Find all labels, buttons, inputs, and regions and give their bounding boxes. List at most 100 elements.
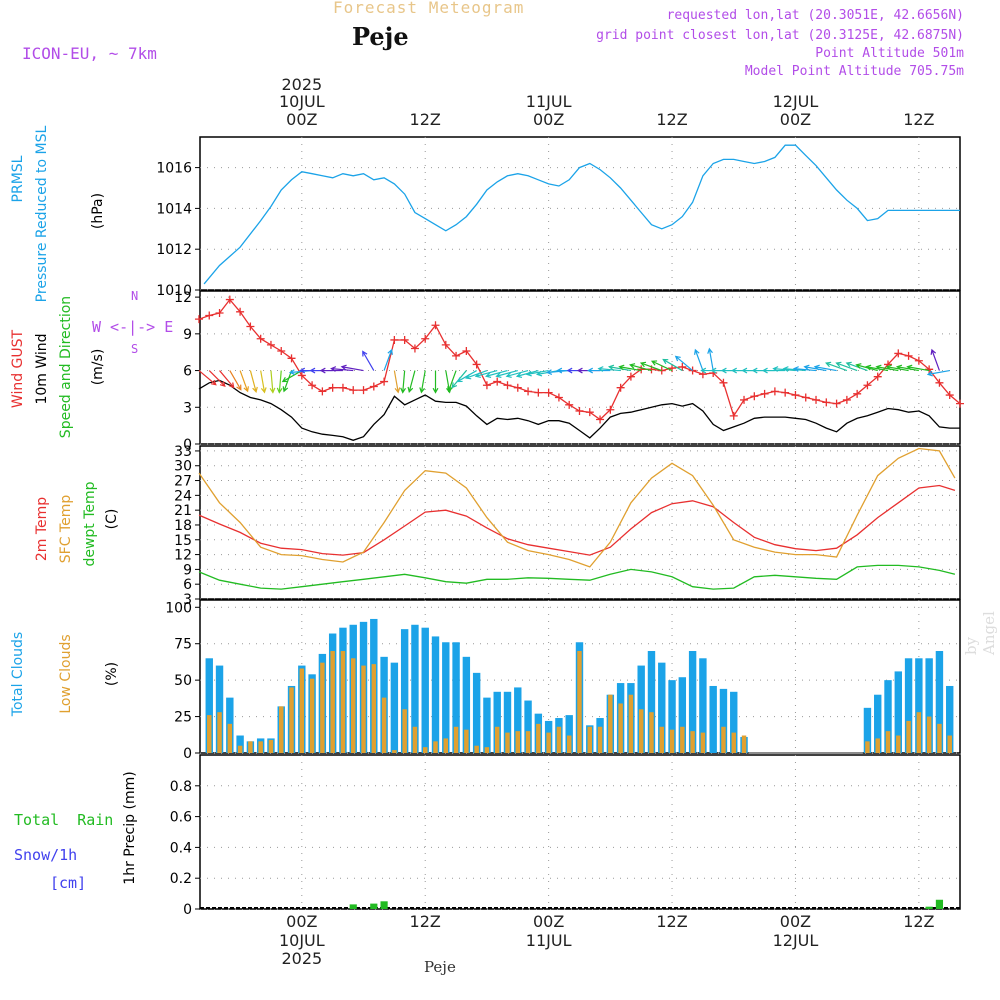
gust-marker (750, 392, 759, 401)
low-cloud-bar (618, 703, 623, 753)
low-cloud-bar (906, 720, 911, 753)
temperature-series-dewpt-temp (198, 564, 956, 590)
gust-marker (452, 351, 461, 360)
precip-ytick-label: 0.6 (170, 810, 192, 826)
wind-direction-arrow (895, 364, 919, 372)
clouds-ytick-label: 25 (174, 710, 192, 726)
gust-marker (575, 406, 584, 415)
gust-marker (616, 383, 625, 392)
total-cloud-bar (503, 691, 512, 753)
wind-ytick-label: 3 (183, 400, 192, 416)
wind-direction-arrow (608, 364, 632, 372)
low-cloud-bar (628, 694, 634, 753)
gust-marker (770, 387, 779, 396)
gust-marker (606, 405, 615, 414)
wind-direction-arrow (260, 370, 267, 394)
low-cloud-bar (947, 735, 952, 753)
rain-bar (370, 903, 378, 909)
wind-direction-arrow (340, 364, 364, 372)
wind-direction-arrow (198, 370, 217, 386)
low-cloud-bar (505, 732, 510, 753)
low-cloud-bar (896, 735, 901, 753)
low-cloud-bar (351, 658, 356, 753)
temperature-ytick-label: 24 (174, 488, 192, 504)
snow-unit: [cm] (50, 874, 87, 892)
total-cloud-bar (524, 700, 532, 753)
gust-marker (287, 354, 296, 363)
temperature-ytick-label: 33 (174, 444, 192, 460)
wind-direction-arrow (926, 369, 950, 377)
total-cloud-bar (874, 694, 882, 753)
gust-marker (236, 307, 245, 316)
wind-direction-arrow (875, 364, 899, 372)
gust-marker (328, 383, 337, 392)
precip-ytick-label: 0 (183, 902, 192, 918)
gust-marker (729, 411, 738, 420)
wind-direction-arrow (362, 350, 375, 371)
wind-direction-arrow (407, 370, 416, 394)
gust-marker (421, 334, 430, 343)
clouds-ytick-label: 100 (165, 600, 192, 616)
wind-direction-arrow (432, 370, 439, 394)
rain-bar (380, 901, 388, 909)
gust-marker (904, 351, 913, 360)
total-cloud-bar (647, 651, 656, 753)
gust-marker (215, 309, 224, 318)
total-cloud-bar (442, 642, 450, 753)
wind-direction-arrow (485, 369, 508, 379)
gust-marker (914, 356, 923, 365)
wind-direction-arrow (662, 358, 683, 372)
low-cloud-bar (926, 716, 932, 753)
total-cloud-bar (709, 685, 717, 753)
bottom-axis-time: 12Z (656, 912, 688, 931)
wind-direction-arrow (618, 364, 642, 372)
wind-direction-arrow (269, 370, 276, 394)
total-cloud-bar (205, 658, 213, 753)
low-cloud-bar (309, 678, 315, 753)
low-cloud-bar (484, 747, 490, 753)
low-cloud-bar (741, 735, 747, 753)
wind-direction-arrow (906, 364, 930, 372)
low-cloud-bar (865, 741, 870, 753)
wind-ytick-label: 6 (183, 364, 192, 380)
wind-direction-arrow (474, 369, 498, 379)
wind-direction-arrow (694, 348, 704, 371)
low-cloud-bar (566, 735, 572, 753)
gust-marker (894, 349, 903, 358)
gust-marker (534, 388, 543, 397)
wind-ytick-label: 12 (174, 290, 192, 306)
low-cloud-bar (227, 723, 233, 753)
pressure-ytick-label: 1016 (156, 161, 192, 177)
low-cloud-bar (392, 750, 397, 753)
temperature-ytick-label: 3 (183, 592, 192, 608)
gust-marker (842, 395, 851, 404)
low-cloud-bar (556, 726, 562, 753)
gust-marker (472, 360, 481, 369)
low-cloud-bar (649, 712, 654, 753)
gust-marker (637, 365, 646, 374)
total-cloud-bar (946, 685, 954, 753)
low-cloud-bar (320, 662, 325, 753)
total-cloud-bar (236, 735, 244, 753)
pressure-ytick-label: 1012 (156, 242, 192, 258)
gust-marker (380, 377, 389, 386)
temperature-ytick-label: 12 (174, 548, 192, 564)
low-cloud-bar (443, 738, 449, 753)
gust-marker (431, 321, 440, 330)
wind-direction-arrow (319, 367, 343, 374)
wind-direction-arrow (400, 370, 407, 394)
low-cloud-bar (464, 729, 469, 753)
pressure-ytick-label: 1010 (156, 283, 192, 299)
total-cloud-bar (472, 672, 481, 753)
wind-direction-arrow (276, 370, 283, 394)
model-name: ICON-EU, ~ 7km (22, 44, 157, 63)
wind-ytick-label: 0 (183, 437, 192, 453)
total-cloud-bar (493, 691, 501, 753)
gust-marker (297, 371, 306, 380)
low-cloud-bar (638, 709, 644, 753)
gust-marker (482, 381, 491, 390)
low-cloud-bar (412, 726, 418, 753)
bottom-axis-time: 12Z (903, 912, 935, 931)
total-cloud-bar (483, 697, 491, 753)
